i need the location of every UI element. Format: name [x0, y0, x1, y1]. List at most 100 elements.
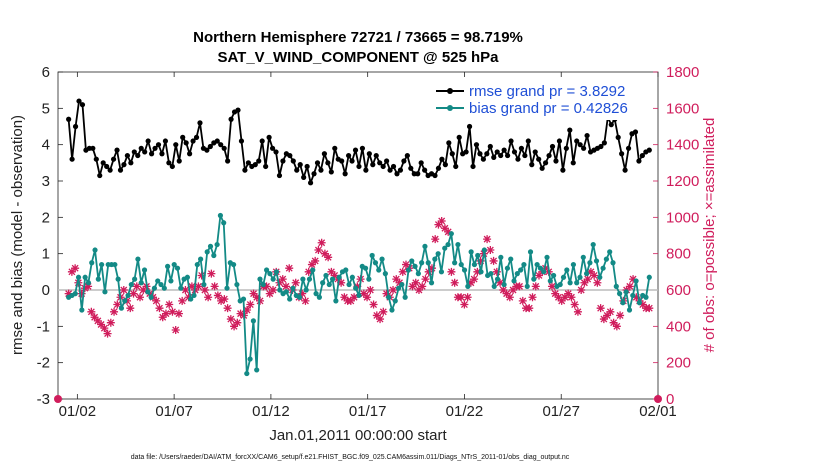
obs-assimilated-marker	[90, 313, 99, 322]
obs-assimilated-marker	[330, 271, 339, 280]
obs-assimilated-marker	[411, 278, 420, 287]
rmse-point	[622, 167, 628, 173]
rmse-point	[366, 151, 372, 157]
rmse-point	[487, 143, 493, 150]
obs-assimilated-marker	[560, 293, 569, 302]
obs-assimilated-marker	[492, 267, 501, 276]
bias-point	[151, 285, 158, 291]
rmse-point	[90, 145, 96, 151]
rmse-point	[187, 151, 193, 157]
obs-assimilated-marker	[132, 282, 141, 291]
obs-assimilated-marker	[200, 286, 209, 294]
obs-assimilated-marker	[213, 291, 222, 300]
bias-point	[478, 269, 484, 275]
bias-point	[257, 276, 263, 282]
y-tick-label-right: 400	[666, 318, 691, 335]
y-tick-label-right: 1200	[666, 173, 699, 190]
obs-assimilated-marker	[84, 282, 93, 291]
bias-point	[89, 260, 95, 266]
bias-point	[148, 294, 154, 300]
obs-assimilated-marker	[220, 295, 229, 304]
obs-assimilated-marker	[466, 278, 475, 287]
rmse-point	[615, 134, 621, 140]
obs-assimilated-marker	[165, 300, 174, 309]
x-axis-label: Jan.01,2011 00:00:00 start	[269, 427, 447, 444]
bias-point	[132, 276, 138, 282]
obs-assimilated-marker	[359, 289, 368, 298]
bias-point	[333, 298, 339, 304]
obs-assimilated-marker	[580, 278, 589, 287]
obs-assimilated-marker	[346, 296, 355, 305]
x-tick-label: 02/01	[639, 403, 677, 420]
rmse-point	[124, 152, 131, 159]
obs-assimilated-marker	[518, 296, 527, 305]
rmse-point	[518, 145, 525, 151]
obs-assimilated-marker	[249, 289, 258, 298]
bias-point	[518, 267, 524, 273]
obs-assimilated-marker	[408, 282, 417, 291]
bias-point	[607, 249, 613, 255]
bias-point	[290, 285, 296, 291]
rmse-point	[422, 167, 428, 173]
y-tick-label-left: 2	[42, 209, 50, 226]
obs-assimilated-marker	[291, 278, 300, 287]
bias-point	[382, 271, 388, 277]
bias-point	[207, 243, 214, 249]
rmse-point	[401, 158, 407, 164]
bias-point	[296, 294, 303, 300]
obs-assimilated-marker	[181, 286, 190, 294]
rmse-point	[449, 151, 455, 157]
obs-assimilated-marker	[483, 235, 492, 244]
obs-assimilated-marker	[71, 264, 80, 273]
bias-point	[597, 274, 603, 280]
obs-assimilated-marker	[93, 316, 102, 325]
y-tick-label-right: 1600	[666, 100, 699, 117]
obs-assimilated-marker	[573, 307, 582, 316]
x-tick-label: 01/02	[59, 403, 97, 420]
rmse-point	[197, 120, 203, 126]
legend: rmse grand pr = 3.8292 bias grand pr = 0…	[432, 82, 640, 120]
rmse-point	[439, 156, 445, 162]
y-tick-label-left: 6	[42, 64, 50, 81]
bias-point	[214, 241, 220, 248]
rmse-point	[577, 142, 583, 148]
rmse-point	[484, 151, 490, 157]
bias-point	[392, 298, 398, 304]
obs-assimilated-marker	[152, 296, 161, 305]
bias-point	[161, 285, 167, 291]
obs-assimilated-marker	[473, 267, 482, 276]
rmse-point	[525, 138, 531, 144]
obs-assimilated-marker	[395, 278, 404, 287]
obs-assimilated-marker	[298, 289, 307, 298]
rmse-point	[276, 172, 283, 179]
y-tick-label-right: 600	[666, 282, 691, 299]
y-tick-label-left: 4	[42, 137, 50, 154]
bias-point	[399, 281, 405, 288]
rmse-point	[363, 167, 369, 173]
bias-point	[428, 280, 435, 286]
obs-assimilated-marker	[606, 307, 615, 316]
bias-point	[587, 260, 593, 266]
obs-assimilated-marker	[434, 220, 443, 229]
obs-assimilated-marker	[317, 238, 326, 247]
rmse-point	[384, 158, 390, 164]
bias-point	[273, 269, 280, 275]
legend-rmse-label: rmse grand pr = 3.8292	[469, 83, 625, 100]
obs-assimilated-marker	[174, 309, 183, 318]
rmse-point	[498, 152, 504, 159]
obs-assimilated-marker	[424, 267, 433, 276]
rmse-point	[418, 160, 424, 166]
x-tick-label: 01/22	[446, 403, 484, 420]
bias-point	[178, 285, 184, 291]
obs-assimilated-marker	[502, 289, 511, 298]
bias-point	[409, 258, 415, 264]
rmse-point	[536, 156, 542, 162]
rmse-point	[404, 152, 410, 159]
obs-assimilated-marker	[612, 322, 621, 331]
bias-point	[475, 252, 481, 259]
rmse-point	[104, 163, 110, 170]
obs-assimilated-marker	[204, 293, 213, 302]
bias-point	[620, 300, 626, 306]
rmse-point	[356, 163, 362, 170]
bias-point	[277, 287, 283, 293]
